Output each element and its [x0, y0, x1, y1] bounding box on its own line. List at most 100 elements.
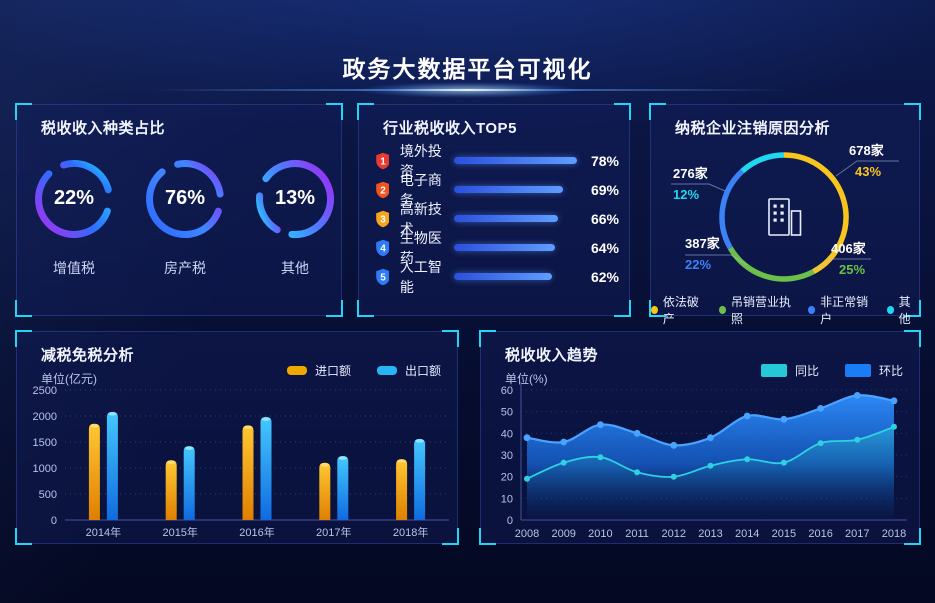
donut-ring-vat: 22% 增值税 [32, 157, 116, 278]
industry-label: 高新技术 [399, 200, 442, 237]
svg-text:2015: 2015 [772, 528, 796, 540]
callout-percent: 25% [839, 262, 866, 277]
header-glow-divider [147, 89, 788, 91]
svg-text:1000: 1000 [33, 463, 57, 475]
legend-dot [651, 306, 658, 314]
legend-item[interactable]: 其他 [886, 293, 919, 327]
legend: 进口额 出口额 [286, 362, 441, 379]
corner-bracket [479, 330, 496, 347]
legend-label: 其他 [898, 295, 911, 326]
ranking-row: 4 生物医药 64% [359, 230, 629, 266]
percent-value: 78% [590, 152, 619, 169]
svg-text:2008: 2008 [515, 528, 539, 540]
panel-tax-category-share: 税收收入种类占比 22% 增值税 76% 房产税 13% 其他 [15, 103, 343, 317]
legend-item[interactable]: 非正常销户 [808, 293, 872, 327]
page-title: 政务大数据平台可视化 [342, 56, 593, 82]
donut-ring-property-tax: 76% 房产税 [143, 157, 227, 278]
callout-count: 678家 [849, 143, 884, 158]
percent-value: 69% [590, 181, 619, 198]
svg-text:2017年: 2017年 [316, 525, 351, 539]
percent-value: 66% [590, 210, 619, 227]
legend-label: 同比 [794, 364, 819, 378]
panel-title: 税收收入趋势 [505, 347, 599, 364]
callout-percent: 43% [855, 164, 882, 179]
corner-bracket [614, 300, 631, 317]
ring-percent: 76% [164, 187, 206, 209]
svg-text:40: 40 [501, 428, 513, 440]
corner-bracket [15, 300, 32, 317]
ranking-row: 2 电子商务 69% [359, 172, 629, 208]
callout-percent: 12% [673, 187, 700, 202]
corner-bracket [479, 528, 496, 545]
donut-ring-chart [35, 160, 112, 238]
svg-text:2: 2 [380, 185, 386, 196]
bar-fill [453, 215, 558, 222]
legend-dot [886, 306, 894, 314]
rank-shield-icon: 2 [376, 181, 389, 198]
donut-ring-other: 13% 其他 [253, 157, 337, 278]
legend-item[interactable]: 出口额 [376, 362, 441, 379]
rank-shield-icon: 1 [376, 152, 389, 169]
corner-bracket [15, 528, 32, 545]
legend-swatch [760, 364, 787, 377]
panel-title: 减税免税分析 [41, 347, 135, 364]
legend-item[interactable]: 同比 [760, 362, 819, 379]
rank-shield-icon: 5 [376, 268, 389, 285]
legend-item[interactable]: 依法破产 [651, 293, 704, 327]
corner-bracket [442, 528, 459, 545]
svg-text:0: 0 [507, 515, 513, 527]
corner-bracket [904, 330, 921, 347]
legend-label: 环比 [878, 364, 903, 378]
bar-track [453, 244, 591, 251]
industry-label: 境外投资 [399, 142, 442, 179]
callout-percent: 22% [685, 257, 712, 272]
panel-tax-revenue-trend: 税收收入趋势 单位(%) 同比 环比 0 10 20 30 40 50 60 2008 2009… [479, 330, 921, 545]
rank-shield-icon: 4 [376, 239, 389, 256]
ring-percent: 13% [274, 187, 316, 209]
callout-count: 387家 [685, 236, 720, 251]
bar-fill [453, 157, 577, 164]
bar-track [453, 215, 591, 222]
svg-text:0: 0 [51, 515, 57, 527]
panel-industry-tax-top5: 行业税收收入TOP5 1 境外投资 78% 2 电子商务 69% 3 高新技术 … [357, 103, 631, 317]
svg-text:500: 500 [39, 489, 57, 501]
svg-text:2018年: 2018年 [393, 525, 428, 539]
ranking-list: 1 境外投资 78% 2 电子商务 69% 3 高新技术 66% 4 生物医药 [359, 143, 629, 295]
bar-track [453, 273, 591, 280]
svg-text:1500: 1500 [33, 437, 57, 449]
grouped-bar-chart: 0 500 1000 1500 2000 2500 2014年 2015年 2016年 2017年… [33, 385, 449, 539]
corner-bracket [904, 103, 921, 120]
building-icon [768, 198, 802, 236]
legend-label: 出口额 [404, 364, 441, 378]
legend-label: 进口额 [314, 364, 351, 378]
legend-label: 非正常销户 [820, 295, 869, 326]
ranking-row: 5 人工智能 62% [359, 259, 629, 295]
bar-fill [453, 186, 563, 193]
axis-unit-label: 单位(亿元) [41, 372, 97, 386]
corner-bracket [442, 330, 459, 347]
legend-item[interactable]: 进口额 [286, 362, 351, 379]
corner-bracket [649, 103, 666, 120]
callout-count: 406家 [831, 241, 866, 256]
corner-bracket [15, 103, 32, 120]
ring-label: 增值税 [53, 260, 95, 276]
corner-bracket [357, 300, 374, 317]
legend-item[interactable]: 环比 [844, 362, 903, 379]
percent-value: 62% [590, 268, 619, 285]
svg-text:2018: 2018 [882, 528, 906, 540]
svg-text:2014年: 2014年 [86, 525, 121, 539]
corner-bracket [326, 103, 343, 120]
legend-item[interactable]: 吊销营业执照 [719, 293, 793, 327]
svg-text:2013: 2013 [698, 528, 722, 540]
ranking-row: 3 高新技术 66% [359, 201, 629, 237]
legend-dot [719, 306, 727, 314]
svg-text:4: 4 [380, 243, 386, 254]
corner-bracket [649, 300, 666, 317]
bar-track [453, 157, 591, 164]
corner-bracket [357, 103, 374, 120]
ring-label: 其他 [281, 260, 309, 276]
donut-chart [671, 152, 899, 282]
svg-text:10: 10 [501, 493, 513, 505]
rank-shield-icon: 3 [376, 210, 389, 227]
corner-bracket [15, 330, 32, 347]
